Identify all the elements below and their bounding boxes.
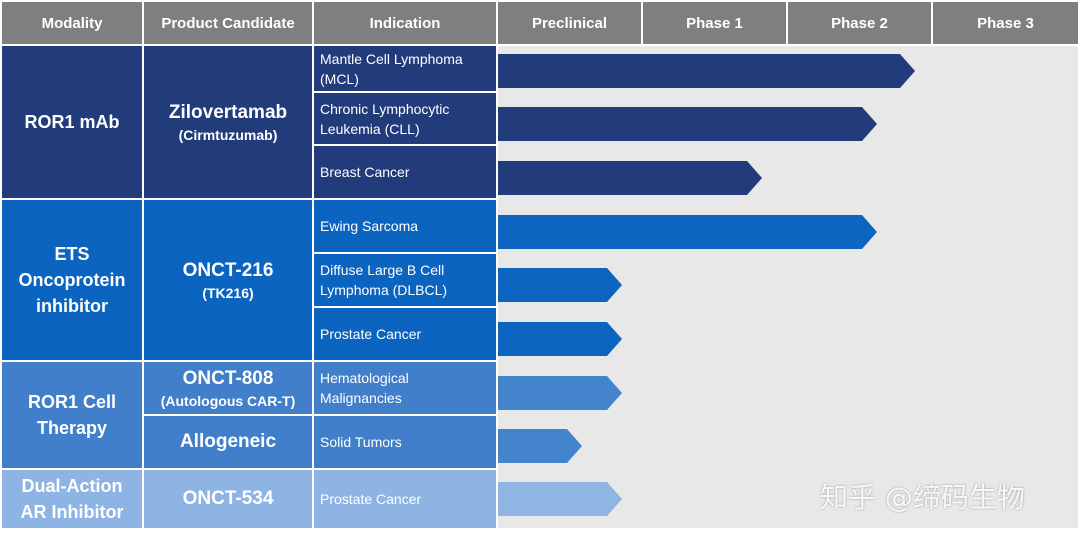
candidate: ONCT-216 (TK216): [144, 200, 312, 360]
indication: Breast Cancer: [314, 146, 496, 198]
progress-arrow: [498, 54, 915, 88]
candidate-name: Zilovertamab: [168, 101, 288, 123]
header-cell: Phase 2: [788, 2, 931, 44]
modality: Dual-Action AR Inhibitor: [2, 470, 142, 528]
indication: Chronic Lymphocytic Leukemia (CLL): [314, 93, 496, 144]
progress-arrow: [498, 215, 877, 249]
modality: ETS Oncoprotein inhibitor: [2, 200, 142, 360]
header-cell: Phase 1: [643, 2, 786, 44]
candidate-name: Allogeneic: [179, 431, 277, 452]
candidate: Allogeneic: [144, 416, 312, 468]
candidate-note: (Autologous CAR-T): [160, 392, 296, 409]
candidate-name: ONCT-808: [182, 367, 274, 389]
progress-arrow: [498, 376, 622, 410]
progress-arrow: [498, 161, 762, 195]
indication: Prostate Cancer: [314, 308, 496, 360]
indication: Ewing Sarcoma: [314, 200, 496, 252]
progress-arrow: [498, 429, 582, 463]
progress-arrow: [498, 268, 622, 302]
header-cell: Product Candidate: [144, 2, 312, 44]
candidate: ONCT-808 (Autologous CAR-T): [144, 362, 312, 414]
indication: Diffuse Large B Cell Lymphoma (DLBCL): [314, 254, 496, 306]
candidate-name: ONCT-216: [182, 259, 274, 281]
candidate-name: ONCT-534: [182, 488, 274, 509]
candidate-note: (TK216): [202, 284, 254, 301]
modality: ROR1 mAb: [2, 46, 142, 198]
progress-arrow: [498, 322, 622, 356]
candidate: ONCT-534: [144, 470, 312, 528]
indication: Mantle Cell Lymphoma (MCL): [314, 46, 496, 91]
watermark: 知乎 @缔码生物: [820, 481, 1025, 514]
indication: Solid Tumors: [314, 416, 496, 468]
candidate: Zilovertamab (Cirmtuzumab): [144, 46, 312, 198]
indication: Hematological Malignancies: [314, 362, 496, 414]
progress-arrow: [498, 482, 622, 516]
progress-arrow: [498, 107, 877, 141]
indication: Prostate Cancer: [314, 470, 496, 528]
header-cell: Modality: [2, 2, 142, 44]
header-cell: Indication: [314, 2, 496, 44]
header-cell: Phase 3: [933, 2, 1078, 44]
modality: ROR1 Cell Therapy: [2, 362, 142, 468]
candidate-note: (Cirmtuzumab): [178, 126, 278, 143]
header-cell: Preclinical: [498, 2, 641, 44]
